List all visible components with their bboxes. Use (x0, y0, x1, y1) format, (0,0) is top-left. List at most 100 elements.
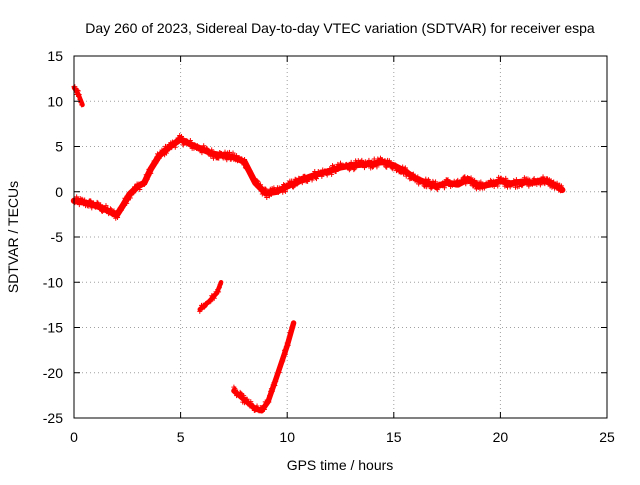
data-point (241, 393, 247, 399)
data-point (444, 177, 450, 183)
data-point (455, 177, 461, 183)
data-point (78, 100, 84, 106)
data-point (124, 200, 130, 206)
data-point (252, 407, 258, 413)
data-point (97, 205, 103, 211)
data-point (372, 161, 378, 167)
data-point (211, 295, 217, 301)
data-point (314, 173, 320, 179)
data-point (95, 200, 101, 206)
data-point (281, 181, 287, 187)
data-point (495, 183, 501, 189)
data-point (280, 189, 286, 195)
data-point (275, 190, 281, 196)
data-point (359, 157, 365, 163)
data-point (393, 162, 399, 168)
data-point (250, 176, 256, 182)
data-point (279, 186, 285, 192)
data-point (314, 176, 320, 182)
data-point (244, 396, 250, 402)
data-point (222, 149, 228, 155)
data-point (145, 172, 151, 178)
data-point (207, 299, 213, 305)
data-point (241, 162, 247, 168)
y-tick-label: 5 (55, 139, 63, 155)
data-point (74, 87, 80, 93)
data-point (192, 142, 198, 148)
data-point (459, 179, 465, 185)
data-point (551, 179, 557, 185)
data-point (383, 164, 389, 170)
data-point (309, 177, 315, 183)
data-point (379, 157, 385, 163)
data-point (294, 181, 300, 187)
data-point (280, 358, 286, 364)
data-point (254, 178, 260, 184)
data-point (284, 340, 290, 346)
data-point (292, 176, 298, 182)
data-point (290, 325, 296, 331)
data-point (161, 147, 167, 153)
data-point (255, 179, 261, 185)
data-point (434, 187, 440, 193)
data-point (250, 402, 256, 408)
data-point (344, 161, 350, 167)
data-point (187, 138, 193, 144)
data-point (226, 149, 232, 155)
data-point (423, 176, 429, 182)
data-point (509, 181, 515, 187)
data-point (258, 182, 264, 188)
data-point (445, 177, 451, 183)
data-point (248, 170, 254, 176)
series-segment-c (231, 320, 297, 414)
data-point (497, 178, 503, 184)
data-point (212, 152, 218, 158)
data-point (401, 171, 407, 177)
data-point (468, 175, 474, 181)
data-point (216, 289, 222, 295)
data-point (512, 180, 518, 186)
data-point (257, 408, 263, 414)
data-point (457, 182, 463, 188)
data-point (284, 185, 290, 191)
data-point (199, 150, 205, 156)
y-tick-label: -15 (43, 320, 63, 336)
data-point (264, 195, 270, 201)
data-point (242, 156, 248, 162)
data-point (549, 184, 555, 190)
data-point (274, 374, 280, 380)
data-point (554, 180, 560, 186)
grid-layer (74, 56, 607, 418)
data-point (89, 205, 95, 211)
data-point (98, 202, 104, 208)
data-point (229, 153, 235, 159)
data-point (403, 173, 409, 179)
data-point (465, 178, 471, 184)
data-point (420, 179, 426, 185)
series-segment-b (197, 279, 224, 314)
data-point (400, 164, 406, 170)
data-point (141, 182, 147, 188)
data-point (209, 147, 215, 153)
data-point (79, 102, 85, 108)
data-point (415, 174, 421, 180)
data-point (516, 183, 522, 189)
data-point (203, 145, 209, 151)
x-tick-label: 10 (279, 429, 295, 445)
data-point (262, 186, 268, 192)
data-point (75, 88, 81, 94)
data-point (291, 183, 297, 189)
data-point (230, 150, 236, 156)
data-point (103, 203, 109, 209)
data-point (536, 178, 542, 184)
y-tick-label: 0 (55, 184, 63, 200)
data-point (558, 183, 564, 189)
data-point (173, 141, 179, 147)
data-point (282, 347, 288, 353)
data-point (178, 134, 184, 140)
data-point (288, 328, 294, 334)
data-point (217, 281, 223, 287)
data-point (389, 165, 395, 171)
data-point (147, 167, 153, 173)
